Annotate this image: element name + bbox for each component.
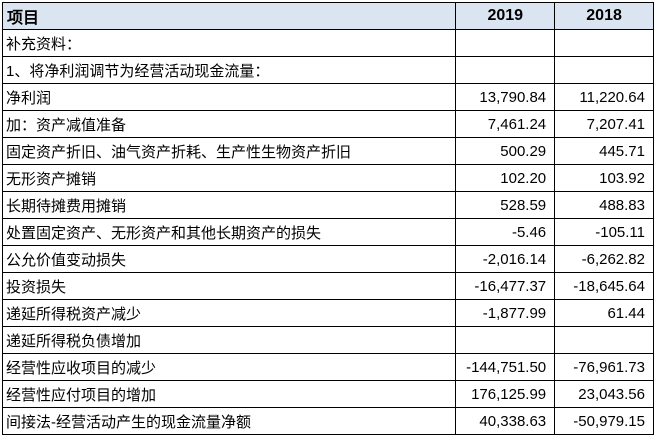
value-2019 <box>455 56 556 84</box>
row-label: 间接法-经营活动产生的现金流量净额 <box>1 407 457 435</box>
table-row: 间接法-经营活动产生的现金流量净额 40,338.63 -50,979.15 <box>1 407 654 435</box>
table-row: 无形资产摊销 102.20 103.92 <box>1 164 654 192</box>
value-2018: 488.83 <box>554 191 654 219</box>
table-row: 投资损失 -16,477.37 -18,645.64 <box>1 272 654 300</box>
table-row: 公允价值变动损失 -2,016.14 -6,262.82 <box>1 245 654 273</box>
value-2019: 7,461.24 <box>455 110 556 138</box>
cash-flow-supplement-table: 项目 2019 2018 补充资料： 1、将净利润调节为经营活动现金流量： 净利… <box>1 2 654 435</box>
table-row: 递延所得税资产减少 -1,877.99 61.44 <box>1 299 654 327</box>
table-row: 递延所得税负债增加 <box>1 326 654 354</box>
value-2018: 11,220.64 <box>554 83 654 111</box>
row-label: 补充资料： <box>1 29 457 57</box>
value-2019: -144,751.50 <box>455 353 556 381</box>
row-label: 经营性应收项目的减少 <box>1 353 457 381</box>
row-label: 长期待摊费用摊销 <box>1 191 457 219</box>
value-2018: -50,979.15 <box>554 407 654 435</box>
table-row: 处置固定资产、无形资产和其他长期资产的损失 -5.46 -105.11 <box>1 218 654 246</box>
value-2018 <box>554 29 654 57</box>
row-label: 处置固定资产、无形资产和其他长期资产的损失 <box>1 218 457 246</box>
value-2019 <box>455 326 556 354</box>
value-2018: -76,961.73 <box>554 353 654 381</box>
value-2018: -18,645.64 <box>554 272 654 300</box>
value-2018: -6,262.82 <box>554 245 654 273</box>
row-label: 经营性应付项目的增加 <box>1 380 457 408</box>
value-2019: -1,877.99 <box>455 299 556 327</box>
table-row: 1、将净利润调节为经营活动现金流量： <box>1 56 654 84</box>
header-year-2019: 2019 <box>455 2 556 30</box>
value-2018: 103.92 <box>554 164 654 192</box>
value-2019: 528.59 <box>455 191 556 219</box>
value-2019: -2,016.14 <box>455 245 556 273</box>
table-row: 补充资料： <box>1 29 654 57</box>
value-2018 <box>554 326 654 354</box>
row-label: 投资损失 <box>1 272 457 300</box>
table-header-row: 项目 2019 2018 <box>1 2 654 30</box>
header-item: 项目 <box>1 2 457 30</box>
value-2018: 61.44 <box>554 299 654 327</box>
value-2019 <box>455 29 556 57</box>
value-2018: 445.71 <box>554 137 654 165</box>
value-2019: 102.20 <box>455 164 556 192</box>
table-row: 长期待摊费用摊销 528.59 488.83 <box>1 191 654 219</box>
value-2019: 40,338.63 <box>455 407 556 435</box>
value-2018: 23,043.56 <box>554 380 654 408</box>
table-row: 净利润 13,790.84 11,220.64 <box>1 83 654 111</box>
table-row: 经营性应付项目的增加 176,125.99 23,043.56 <box>1 380 654 408</box>
value-2019: 13,790.84 <box>455 83 556 111</box>
value-2019: 176,125.99 <box>455 380 556 408</box>
value-2019: 500.29 <box>455 137 556 165</box>
row-label: 公允价值变动损失 <box>1 245 457 273</box>
row-label: 递延所得税资产减少 <box>1 299 457 327</box>
row-label: 递延所得税负债增加 <box>1 326 457 354</box>
value-2019: -5.46 <box>455 218 556 246</box>
row-label: 1、将净利润调节为经营活动现金流量： <box>1 56 457 84</box>
row-label: 净利润 <box>1 83 457 111</box>
value-2018: 7,207.41 <box>554 110 654 138</box>
table-row: 加：资产减值准备 7,461.24 7,207.41 <box>1 110 654 138</box>
table-row: 固定资产折旧、油气资产折耗、生产性生物资产折旧 500.29 445.71 <box>1 137 654 165</box>
table-row: 经营性应收项目的减少 -144,751.50 -76,961.73 <box>1 353 654 381</box>
value-2018 <box>554 56 654 84</box>
header-year-2018: 2018 <box>554 2 654 30</box>
row-label: 加：资产减值准备 <box>1 110 457 138</box>
value-2019: -16,477.37 <box>455 272 556 300</box>
row-label: 固定资产折旧、油气资产折耗、生产性生物资产折旧 <box>1 137 457 165</box>
value-2018: -105.11 <box>554 218 654 246</box>
row-label: 无形资产摊销 <box>1 164 457 192</box>
